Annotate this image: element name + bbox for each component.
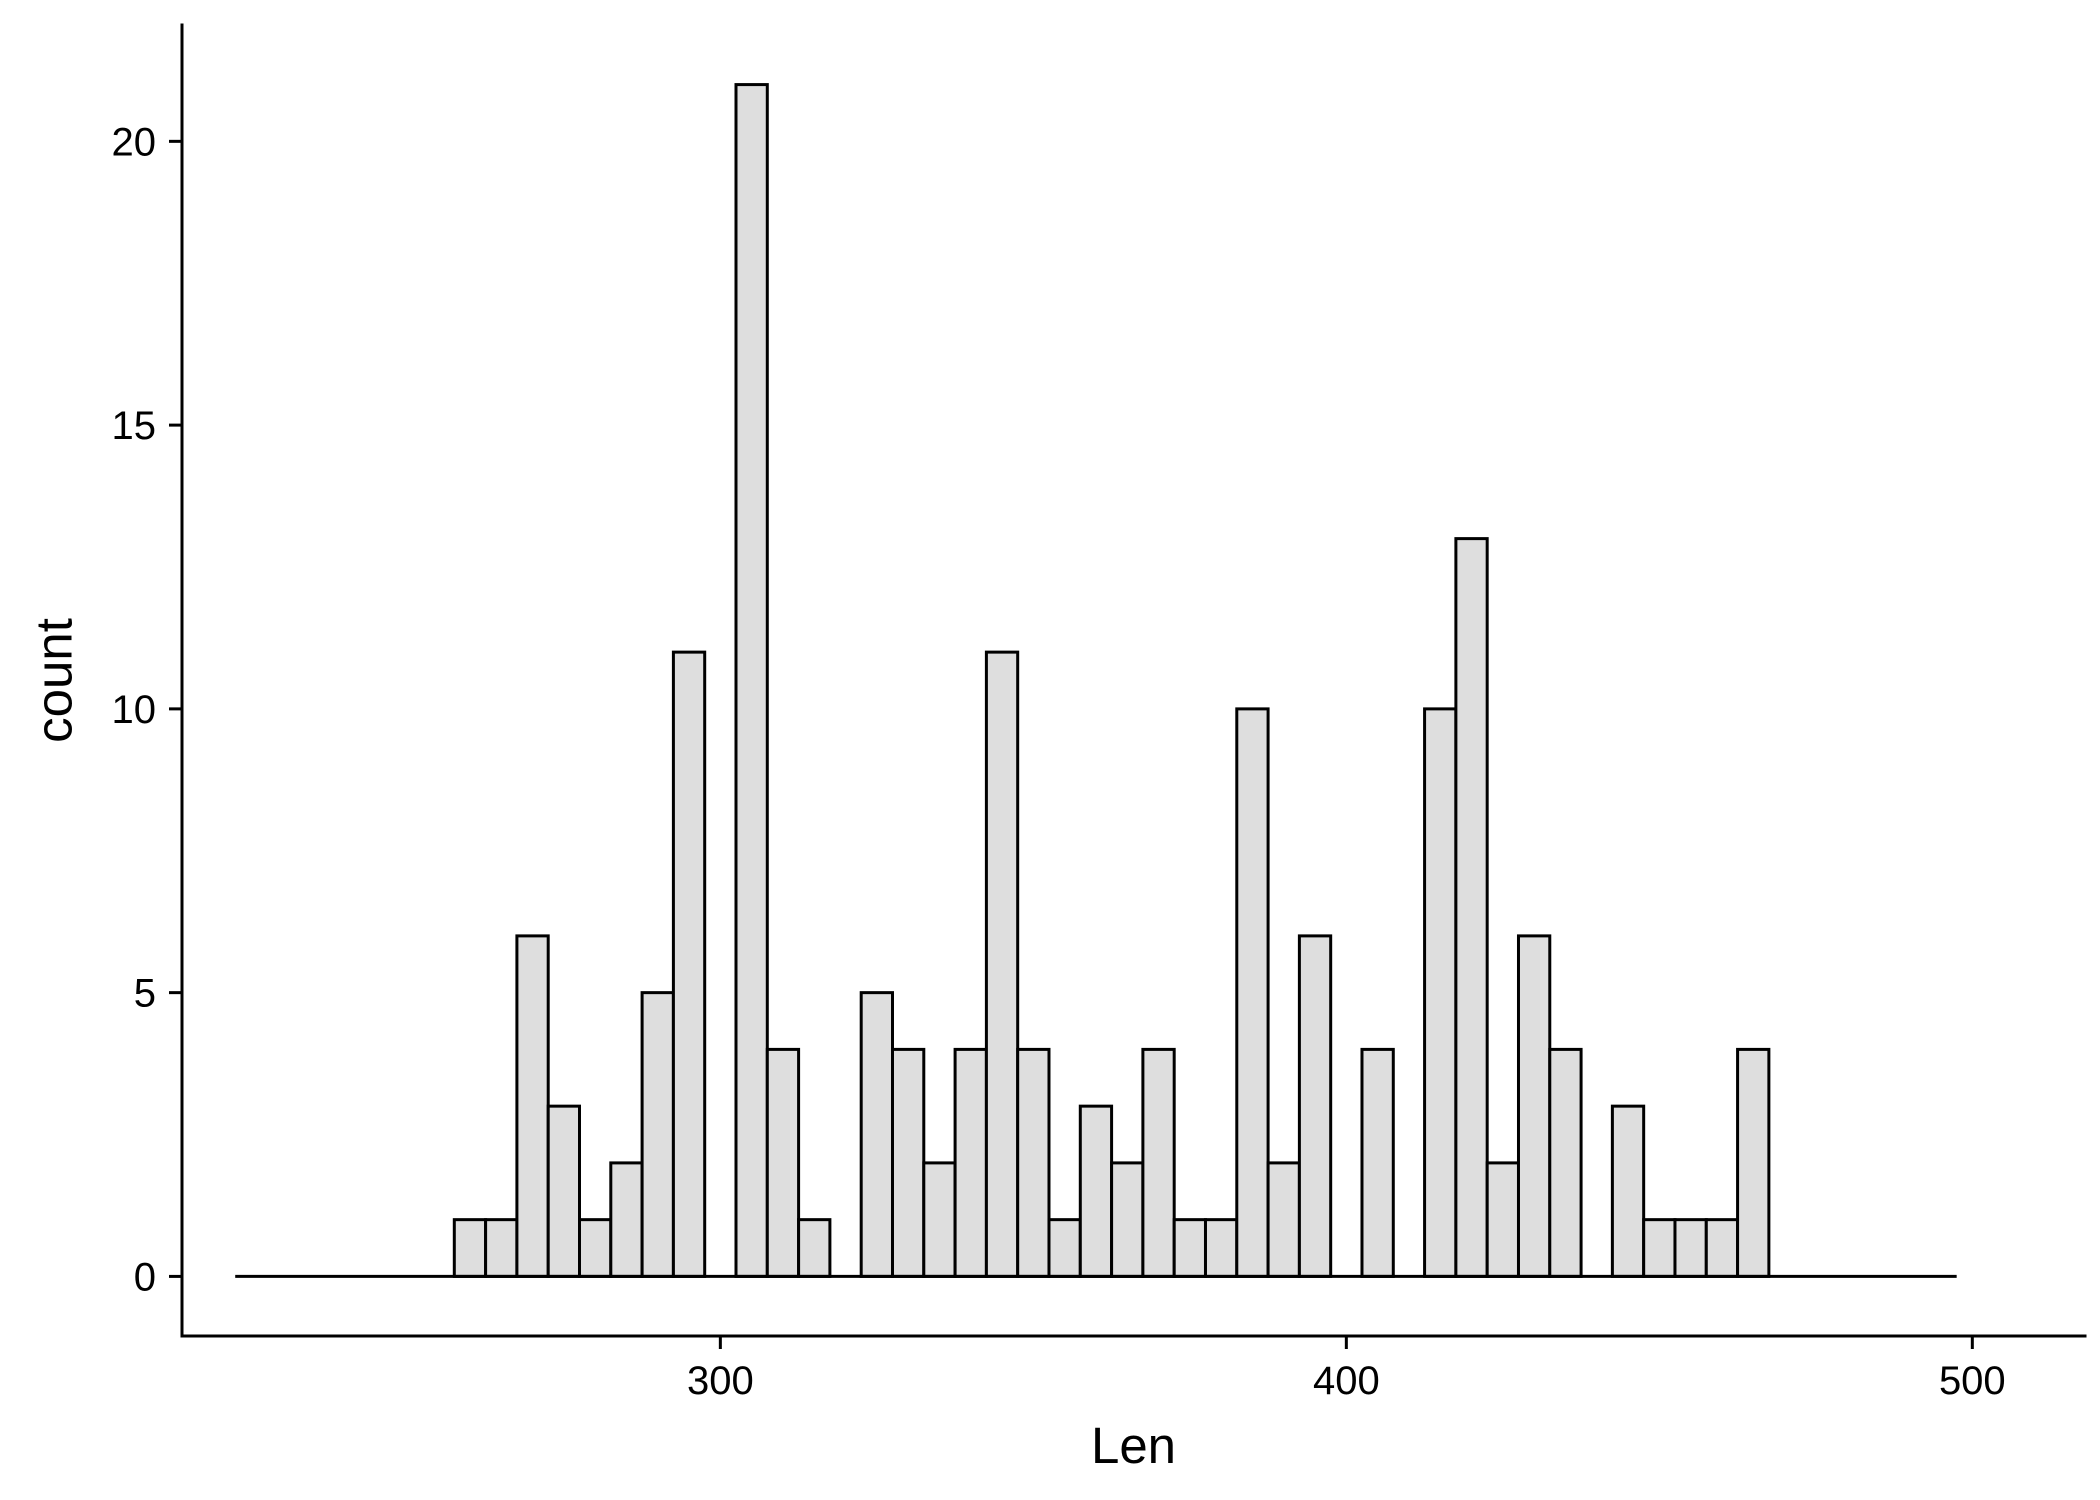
histogram-bar <box>984 650 1020 1278</box>
histogram-bar <box>1141 1047 1176 1278</box>
y-tick-label: 15 <box>112 404 157 448</box>
x-axis-title: Len <box>1091 1417 1176 1474</box>
histogram-bar <box>1297 934 1333 1278</box>
histogram-bar <box>578 1218 613 1278</box>
histogram-bar <box>1078 1104 1114 1278</box>
histogram-bar <box>1454 537 1489 1278</box>
histogram-bar <box>1704 1218 1740 1278</box>
bars-layer <box>452 83 1771 1278</box>
x-tick-label: 500 <box>1939 1359 2006 1403</box>
histogram-bar <box>1736 1047 1771 1278</box>
histogram-bar <box>890 1047 926 1278</box>
histogram-bar <box>1610 1104 1646 1278</box>
histogram-bar <box>1016 1047 1051 1278</box>
histogram-bar <box>922 1161 957 1278</box>
x-tick-label: 400 <box>1313 1359 1380 1403</box>
y-tick-label: 10 <box>112 688 157 732</box>
y-tick-label: 20 <box>112 120 157 164</box>
histogram-bar <box>1047 1218 1082 1278</box>
histogram-bar <box>484 1218 519 1278</box>
histogram-bar <box>546 1104 582 1278</box>
histogram-bar <box>452 1218 488 1278</box>
histogram-bar <box>765 1047 801 1278</box>
histogram-bar <box>671 650 707 1278</box>
histogram-bar <box>609 1161 644 1278</box>
histogram-bar <box>640 991 675 1278</box>
histogram-bar <box>1360 1047 1395 1278</box>
histogram-bar <box>859 991 894 1278</box>
histogram-bar <box>1673 1218 1708 1278</box>
histogram-bar <box>1516 934 1552 1278</box>
axes-layer <box>180 23 2087 1338</box>
histogram-bar <box>1266 1161 1301 1278</box>
histogram-bar <box>515 934 550 1278</box>
histogram-bar <box>1423 707 1458 1278</box>
histogram-bar <box>953 1047 988 1278</box>
histogram-bar <box>1172 1218 1207 1278</box>
x-tick-label: 300 <box>687 1359 754 1403</box>
histogram-bar <box>734 83 769 1278</box>
histogram-bar <box>1485 1161 1520 1278</box>
y-tick-label: 0 <box>134 1255 156 1299</box>
histogram-bar <box>1110 1161 1145 1278</box>
y-tick-label: 5 <box>134 972 156 1016</box>
histogram-bar <box>1548 1047 1583 1278</box>
y-axis-title: count <box>25 618 82 743</box>
histogram-bar <box>1642 1218 1677 1278</box>
ticks-layer: 300 400 500 0 5 10 15 20 <box>112 120 2006 1403</box>
histogram-bar <box>1203 1218 1239 1278</box>
histogram-bar <box>1235 707 1270 1278</box>
histogram-bar <box>797 1218 832 1278</box>
